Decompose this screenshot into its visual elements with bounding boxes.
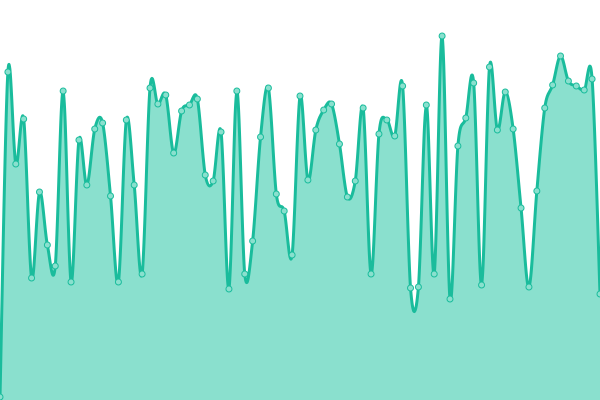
data-point-26: [201, 171, 209, 179]
data-point-30: [233, 87, 241, 95]
data-point-12: [91, 125, 99, 133]
data-points: [0, 32, 600, 400]
data-point-6: [43, 241, 51, 249]
data-point-66: [517, 204, 525, 212]
data-point-75: [588, 75, 596, 83]
data-point-65: [509, 125, 517, 133]
data-point-11: [83, 181, 91, 189]
data-point-71: [557, 52, 565, 60]
data-point-56: [438, 32, 446, 40]
data-point-5: [35, 188, 43, 196]
area-fill: [0, 35, 600, 400]
data-point-72: [564, 77, 572, 85]
data-point-61: [478, 281, 486, 289]
data-point-9: [67, 278, 75, 286]
data-point-76: [596, 290, 600, 298]
data-point-54: [422, 101, 430, 109]
data-point-28: [217, 128, 225, 136]
data-point-13: [99, 119, 107, 127]
data-point-45: [351, 177, 359, 185]
data-point-67: [525, 283, 533, 291]
data-point-20: [154, 100, 162, 108]
data-point-23: [178, 107, 186, 115]
data-point-33: [257, 133, 265, 141]
data-point-53: [414, 283, 422, 291]
data-point-19: [146, 84, 154, 92]
data-point-15: [114, 278, 122, 286]
data-point-37: [288, 251, 296, 259]
data-point-40: [312, 126, 320, 134]
data-point-50: [391, 132, 399, 140]
data-point-58: [454, 142, 462, 150]
series-line: [0, 34, 600, 398]
data-point-49: [383, 116, 391, 124]
data-point-14: [107, 192, 115, 200]
data-point-57: [446, 295, 454, 303]
data-point-48: [375, 130, 383, 138]
data-point-41: [320, 106, 328, 114]
data-point-25: [193, 95, 201, 103]
data-point-55: [430, 270, 438, 278]
data-point-36: [280, 207, 288, 215]
data-point-0: [0, 393, 4, 400]
data-point-69: [541, 104, 549, 112]
data-point-32: [249, 237, 257, 245]
data-point-24: [185, 101, 193, 109]
data-point-51: [399, 82, 407, 90]
data-point-47: [367, 270, 375, 278]
data-point-29: [225, 285, 233, 293]
data-point-10: [75, 136, 83, 144]
data-point-2: [12, 160, 20, 168]
data-point-46: [359, 104, 367, 112]
data-point-52: [407, 284, 415, 292]
data-point-27: [209, 177, 217, 185]
data-point-4: [28, 274, 36, 282]
data-point-16: [122, 116, 130, 124]
data-point-3: [20, 115, 28, 123]
data-point-39: [304, 176, 312, 184]
data-point-62: [485, 63, 493, 71]
data-point-73: [572, 82, 580, 90]
data-point-8: [59, 87, 67, 95]
data-point-7: [51, 262, 59, 270]
data-point-44: [343, 193, 351, 201]
data-point-34: [264, 84, 272, 92]
data-point-35: [272, 190, 280, 198]
data-point-38: [296, 92, 304, 100]
data-point-21: [162, 91, 170, 99]
data-point-59: [462, 114, 470, 122]
data-point-42: [328, 100, 336, 108]
data-point-43: [335, 140, 343, 148]
data-point-63: [493, 126, 501, 134]
data-point-17: [130, 181, 138, 189]
data-point-70: [549, 81, 557, 89]
data-point-1: [4, 68, 12, 76]
data-point-68: [533, 187, 541, 195]
data-point-64: [501, 88, 509, 96]
data-point-74: [580, 86, 588, 94]
data-point-22: [170, 149, 178, 157]
data-point-31: [241, 270, 249, 278]
data-point-18: [138, 270, 146, 278]
data-point-60: [470, 79, 478, 87]
